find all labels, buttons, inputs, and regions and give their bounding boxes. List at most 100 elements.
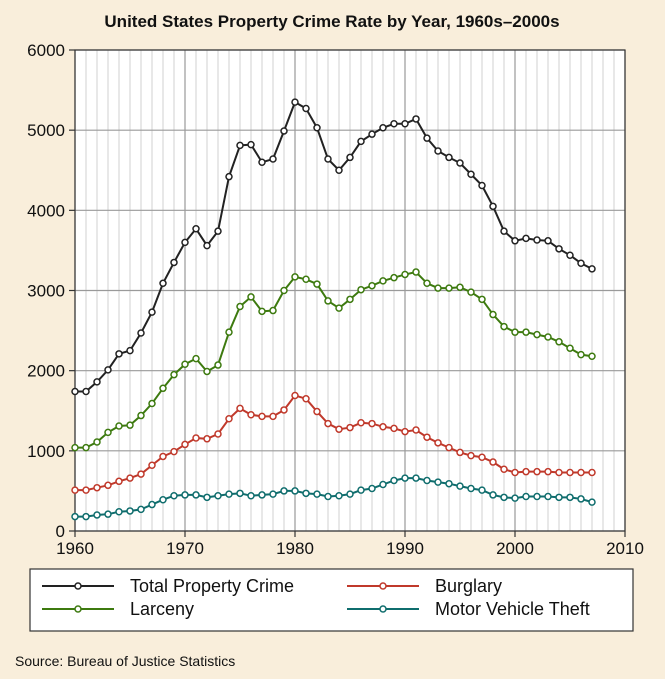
data-point	[115, 422, 123, 430]
data-point	[236, 404, 244, 413]
data-point	[126, 507, 134, 515]
data-point	[137, 470, 145, 478]
data-point	[148, 500, 156, 509]
data-point	[203, 241, 211, 250]
data-point	[159, 495, 167, 504]
data-point	[500, 322, 508, 331]
data-point	[93, 511, 101, 519]
legend: Total Property Crime Burglary Larceny Motor…	[29, 568, 634, 632]
data-point	[148, 308, 156, 316]
legend-item: Burglary	[347, 576, 502, 596]
data-point	[236, 302, 244, 311]
data-point	[280, 127, 288, 135]
data-point	[280, 487, 288, 495]
data-point	[511, 494, 519, 502]
source-note: Source: Bureau of Justice Statistics	[15, 653, 235, 669]
data-point	[522, 328, 530, 336]
data-point	[247, 491, 255, 500]
data-point	[214, 227, 222, 235]
data-point	[291, 98, 299, 106]
data-point	[203, 435, 211, 443]
data-point	[269, 306, 277, 315]
data-point	[104, 510, 112, 518]
data-point	[170, 447, 178, 456]
data-point	[247, 293, 255, 301]
data-point	[423, 433, 431, 441]
y-tick-label: 1000	[27, 442, 65, 461]
data-point	[170, 258, 178, 267]
legend-label: Motor Vehicle Theft	[435, 599, 590, 619]
data-point	[478, 453, 486, 461]
data-point	[577, 468, 585, 477]
data-point	[291, 273, 299, 281]
data-point	[82, 486, 90, 494]
data-point	[104, 428, 112, 437]
data-point	[346, 295, 354, 304]
data-point	[335, 491, 343, 500]
data-point	[544, 237, 552, 245]
data-point	[115, 350, 123, 358]
x-tick-label: 2010	[606, 539, 644, 558]
data-point	[159, 279, 167, 288]
data-point	[401, 270, 409, 279]
data-point	[445, 443, 453, 452]
data-point	[456, 283, 464, 292]
data-point	[500, 493, 508, 502]
data-point	[148, 399, 156, 408]
data-point	[104, 366, 112, 374]
y-tick-label: 2000	[27, 362, 65, 381]
data-point	[467, 484, 475, 493]
data-point	[115, 477, 123, 486]
y-tick-label: 3000	[27, 282, 65, 301]
data-point	[566, 493, 574, 502]
data-point	[258, 307, 266, 316]
data-point	[533, 467, 541, 476]
data-point	[71, 387, 79, 396]
data-point	[445, 284, 453, 292]
data-point	[269, 490, 277, 498]
x-tick-label: 1990	[386, 539, 424, 558]
data-point	[588, 265, 596, 273]
data-point	[302, 394, 310, 403]
data-point	[412, 474, 420, 482]
data-point	[401, 427, 409, 436]
data-point	[82, 387, 90, 396]
y-tick-label: 0	[56, 522, 65, 541]
x-tick-label: 1980	[276, 539, 314, 558]
data-point	[500, 465, 508, 474]
data-point	[313, 490, 321, 498]
data-point	[225, 328, 233, 336]
data-point	[302, 489, 310, 498]
data-point	[236, 141, 244, 150]
data-point	[269, 412, 277, 421]
data-point	[159, 384, 167, 393]
data-point	[181, 440, 189, 449]
data-point	[137, 411, 145, 420]
legend-swatch-marker	[379, 605, 387, 613]
data-point	[93, 378, 101, 386]
data-point	[313, 280, 321, 288]
data-point	[225, 415, 233, 423]
data-point	[533, 236, 541, 244]
data-point	[368, 130, 376, 138]
data-point	[511, 237, 519, 245]
data-point	[511, 468, 519, 477]
legend-swatch-marker	[74, 605, 82, 613]
data-point	[357, 285, 365, 294]
plot-series	[71, 98, 596, 521]
data-point	[489, 310, 497, 319]
data-point	[324, 297, 332, 305]
data-point	[170, 491, 178, 500]
data-point	[192, 354, 200, 363]
chart-title: United States Property Crime Rate by Yea…	[104, 12, 559, 31]
data-point	[368, 484, 376, 493]
data-point	[390, 273, 398, 282]
data-point	[258, 491, 266, 499]
data-point	[401, 474, 409, 482]
data-point	[324, 155, 332, 163]
data-point	[434, 147, 442, 155]
series-total-property-crime	[71, 98, 596, 396]
data-point	[225, 172, 233, 181]
data-point	[258, 412, 266, 421]
data-point	[170, 370, 178, 379]
